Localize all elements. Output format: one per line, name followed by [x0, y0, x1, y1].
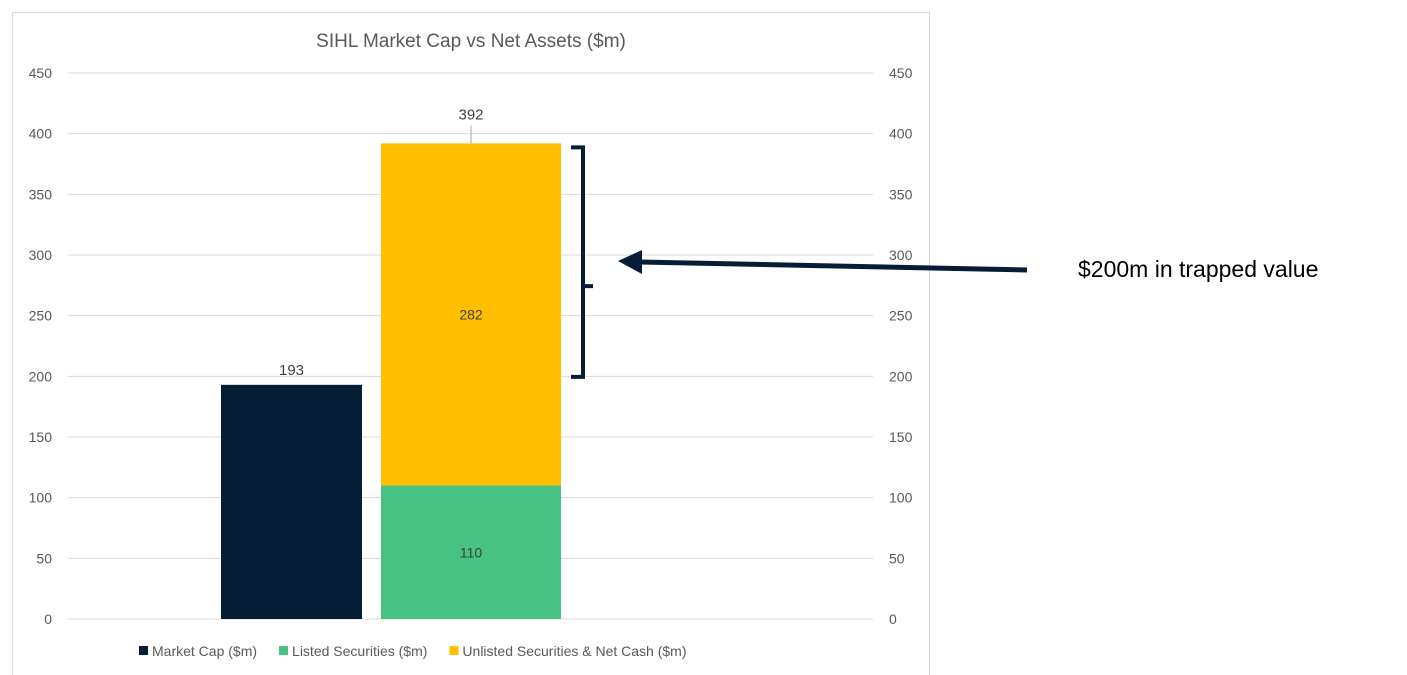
y-tick-label-right: 400: [889, 126, 913, 142]
bracket: [571, 145, 593, 379]
bar-total-label: 392: [458, 106, 483, 123]
annotation-arrow-head: [618, 250, 642, 274]
legend-label: Listed Securities ($m): [292, 643, 427, 659]
y-tick-label-right: 450: [889, 65, 913, 81]
legend-swatch: [139, 646, 148, 655]
y-tick-label-right: 200: [889, 368, 913, 384]
chart-title: SIHL Market Cap vs Net Assets ($m): [316, 31, 626, 52]
y-tick-label-right: 350: [889, 186, 913, 202]
legend-swatch: [449, 646, 459, 655]
y-tick-label-right: 50: [889, 550, 905, 566]
y-tick-label-left: 450: [29, 65, 53, 81]
legend-label: Market Cap ($m): [152, 643, 257, 659]
y-tick-label-left: 350: [29, 186, 53, 202]
bar-segment: [381, 485, 561, 619]
y-tick-label-left: 50: [36, 550, 52, 566]
bar-total-label: 193: [279, 362, 304, 379]
y-tick-label-right: 300: [889, 247, 913, 263]
y-tick-label-right: 150: [889, 429, 913, 445]
annotation-arrow-shaft: [639, 259, 1028, 273]
bar-segment: [221, 384, 362, 619]
bar-segment: [381, 143, 561, 486]
legend-label: Unlisted Securities & Net Cash ($m): [462, 643, 686, 659]
y-tick-label-left: 300: [29, 247, 53, 263]
y-tick-label-left: 150: [29, 429, 53, 445]
y-tick-label-right: 0: [889, 611, 897, 627]
bar-segment-label: 282: [459, 306, 483, 322]
y-tick-label-left: 0: [44, 611, 52, 627]
y-tick-label-left: 100: [29, 490, 53, 506]
y-tick-label-left: 400: [29, 126, 53, 142]
y-tick-label-right: 250: [889, 308, 913, 324]
legend-swatch: [279, 646, 289, 655]
y-tick-label-left: 200: [29, 368, 53, 384]
y-tick-label-right: 100: [889, 490, 913, 506]
y-tick-label-left: 250: [29, 308, 53, 324]
chart-frame: [12, 12, 930, 675]
bar-segment-label: 110: [460, 544, 483, 560]
trapped-value-annotation: $200m in trapped value: [1078, 256, 1319, 282]
